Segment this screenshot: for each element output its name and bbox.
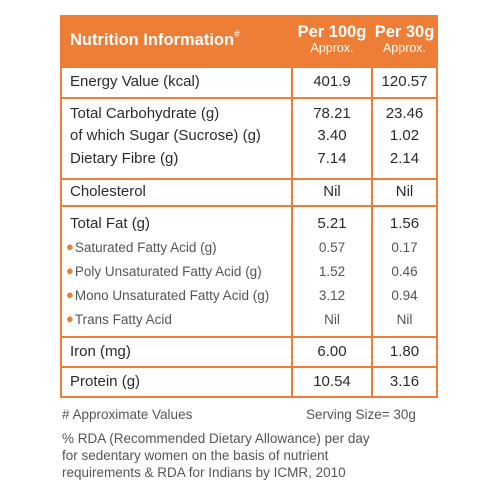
approximate-values-note: # Approximate Values [62,407,193,422]
value-per-30g: 120.57 [381,73,428,90]
row-label-sugar: of which Sugar (Sucrose) (g) [70,127,261,144]
row-label-energy: Energy Value (kcal) [70,73,200,90]
nutrition-table: Nutrition Information# Per 100g Approx. … [60,15,438,398]
value-per-30g: 0.46 [391,264,418,279]
value-per-100g: 401.9 [313,73,351,90]
rda-note-line: requirements & RDA for Indians by ICMR, … [62,465,346,480]
value-per-30g: 1.02 [389,127,420,144]
value-per-30g: 0.17 [391,240,418,255]
value-per-30g: 1.80 [389,343,420,360]
column-header-per-30g: Per 30g Approx. [374,23,435,55]
value-per-30g: Nil [396,312,413,327]
value-per-30g: 1.56 [389,215,420,232]
column-header-per-100g: Per 100g Approx. [297,23,367,55]
value-per-100g: 3.12 [318,288,346,303]
bullet-icon: ● [66,287,74,302]
bullet-icon: ● [66,239,74,254]
value-per-100g: 7.14 [317,150,347,167]
row-label-cholesterol: Cholesterol [70,183,146,200]
value-per-30g: 2.14 [389,150,420,167]
row-label-total-fat: Total Fat (g) [70,215,151,232]
value-per-30g: 23.46 [385,105,424,122]
value-per-100g: 3.40 [317,127,347,144]
row-divider [62,336,436,338]
row-divider [62,205,436,207]
value-per-100g: 1.52 [318,264,346,279]
rda-note-line: % RDA (Recommended Dietary Allowance) pe… [62,431,370,446]
value-per-100g: Nil [323,183,341,200]
bullet-icon: ● [66,263,74,278]
row-label-iron: Iron (mg) [70,343,131,360]
title-footnote-mark: # [234,29,240,40]
row-divider [62,178,436,180]
rda-note-line: for sedentary women on the basis of nutr… [62,448,329,463]
row-label-total-carbohydrate: Total Carbohydrate (g) [70,105,220,122]
value-per-100g: Nil [324,312,340,327]
serving-size: Serving Size= 30g [306,407,416,422]
bullet-icon: ● [66,311,74,326]
value-per-30g: 3.16 [389,373,420,390]
value-per-30g: Nil [395,183,414,200]
row-divider [62,366,436,368]
row-label-poly-unsaturated-fat: ●Poly Unsaturated Fatty Acid (g) [66,263,262,279]
value-per-100g: 5.21 [317,215,347,232]
value-per-100g: 0.57 [318,240,346,255]
row-label-dietary-fibre: Dietary Fibre (g) [70,150,179,167]
value-per-100g: 10.54 [313,373,351,390]
row-label-protein: Protein (g) [70,373,141,390]
row-divider [62,97,436,99]
table-header [62,17,436,68]
row-label-trans-fat: ●Trans Fatty Acid [66,311,172,327]
value-per-30g: 0.94 [391,288,418,303]
row-label-saturated-fat: ●Saturated Fatty Acid (g) [66,239,217,255]
table-title: Nutrition Information# [70,29,240,49]
value-per-100g: 6.00 [317,343,347,360]
row-label-mono-unsaturated-fat: ●Mono Unsaturated Fatty Acid (g) [66,287,270,303]
value-per-100g: 78.21 [313,105,351,122]
